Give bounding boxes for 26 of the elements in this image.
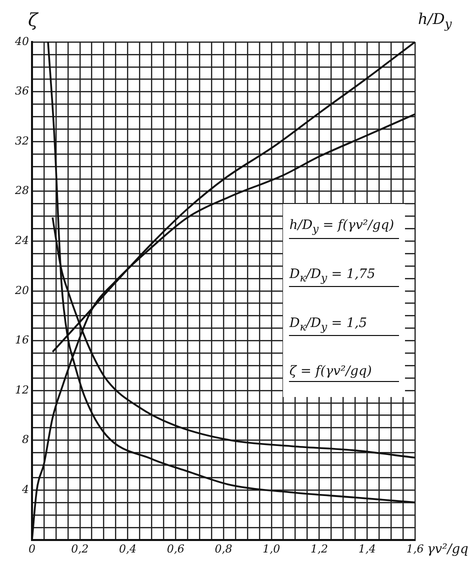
annotation: D$_{к}$/D$_{y}$ = 1,5 [289,316,400,336]
annotation: D$_{к}$/D$_{y}$ = 1,75 [289,266,400,288]
y-tick-label: 4 [20,482,29,496]
y-axis-title: ζ [28,10,38,31]
x-tick-label: 0 [28,542,36,556]
y-tick-label: 24 [14,234,29,247]
y-tick-label: 8 [22,433,29,446]
x-tick-label: 1,4 [358,542,376,556]
y-tick-label: 36 [14,84,29,98]
y-tick-label: 16 [14,334,29,347]
x-tick-label: 0,6 [166,542,184,556]
y-tick-label: 20 [14,284,29,297]
x-tick-label: 1,2 [310,542,328,556]
x-tick-label: 0,4 [119,542,136,556]
x-axis-title: γv²/gq [427,542,468,557]
y-tick-label: 12 [14,383,29,396]
y-tick-label: 28 [14,184,29,198]
annotation: ζ = f(γv²/gq) [289,364,400,382]
y-tick-label: 32 [14,134,29,148]
x-tick-label: 1,6 [406,542,424,556]
y2-axis-title: h/D$_{y}$ [418,10,452,31]
x-tick-label: 0,8 [214,542,232,556]
annotation: h/D$_{y}$ = f(γv²/gq) [289,218,400,238]
x-tick-label: 1,0 [262,542,280,556]
x-tick-label: 0,2 [71,542,89,556]
y-tick-label: 40 [14,34,29,48]
